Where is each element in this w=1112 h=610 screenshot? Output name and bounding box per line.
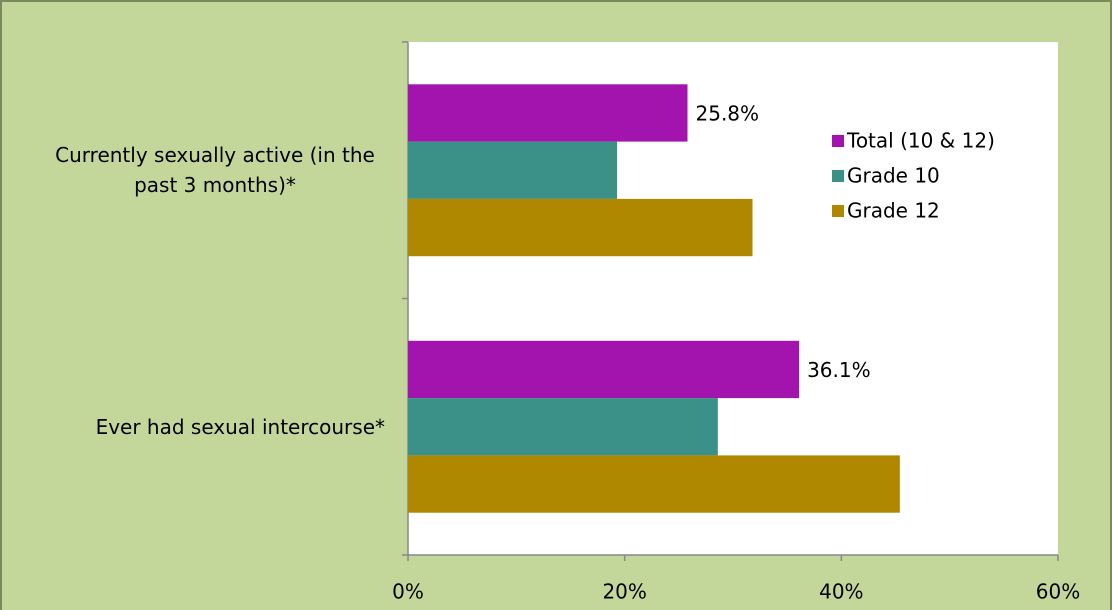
category-label: Ever had sexual intercourse* (95, 414, 385, 439)
legend-label: Total (10 & 12) (846, 129, 995, 153)
category-label: Currently sexually active (in the past 3… (55, 143, 375, 198)
bar (408, 455, 900, 513)
legend-swatch (832, 135, 844, 147)
x-tick-label: 40% (819, 580, 863, 604)
legend-label: Grade 12 (847, 199, 940, 223)
legend-label: Grade 10 (847, 164, 940, 188)
bar (408, 84, 688, 142)
x-tick-label: 20% (602, 580, 646, 604)
bar (408, 198, 753, 257)
legend-swatch (832, 170, 844, 182)
x-tick-label: 0% (392, 580, 424, 604)
bar (408, 398, 718, 456)
value-label: 36.1% (807, 358, 871, 382)
legend-swatch (832, 205, 844, 217)
bar (408, 340, 800, 399)
x-tick-label: 60% (1036, 580, 1080, 604)
value-label: 25.8% (696, 101, 760, 125)
bar (408, 141, 618, 199)
